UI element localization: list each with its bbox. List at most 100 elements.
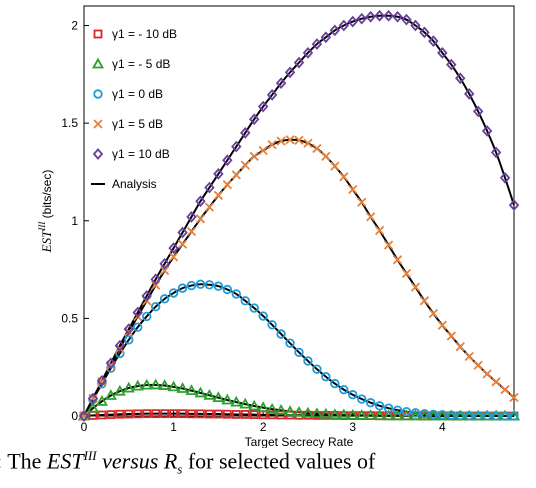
data-point <box>97 410 107 420</box>
legend-label-0: γ1 = - 10 dB <box>112 27 177 41</box>
data-point <box>195 195 206 208</box>
x-tick-label: 1 <box>170 420 177 434</box>
x-tick-label: 3 <box>349 420 356 434</box>
data-point <box>221 393 234 405</box>
data-point <box>205 409 214 419</box>
data-point <box>455 72 466 85</box>
data-point <box>321 372 331 382</box>
data-point <box>249 113 260 126</box>
data-point <box>177 239 188 249</box>
data-point <box>222 409 232 419</box>
data-point <box>276 136 286 146</box>
data-point <box>133 409 143 419</box>
data-point <box>186 211 197 223</box>
caption-symbol: EST <box>46 448 84 474</box>
data-point <box>346 408 359 420</box>
data-point <box>473 411 483 421</box>
data-point <box>419 408 430 419</box>
y-tick-label: 1 <box>71 214 78 228</box>
data-point <box>124 409 134 419</box>
data-point <box>303 356 313 366</box>
data-point <box>428 409 439 420</box>
data-point <box>310 407 323 419</box>
data-point <box>212 391 225 403</box>
data-point <box>418 409 431 421</box>
data-point <box>509 411 519 421</box>
data-point <box>231 289 241 299</box>
data-point <box>499 171 511 184</box>
data-point <box>437 320 447 330</box>
data-point <box>196 409 205 419</box>
data-point <box>500 385 510 395</box>
data-point <box>509 392 519 403</box>
data-point <box>311 38 323 50</box>
data-point <box>106 410 116 420</box>
data-point <box>500 411 510 421</box>
data-point <box>222 154 233 167</box>
data-point <box>464 410 474 421</box>
data-point <box>257 100 269 113</box>
data-point <box>301 406 314 418</box>
data-point <box>410 282 421 292</box>
data-point <box>168 242 179 254</box>
data-point <box>284 66 296 79</box>
data-point <box>382 409 395 421</box>
data-point <box>365 10 376 23</box>
data-point <box>159 265 170 276</box>
data-point <box>249 151 259 161</box>
data-point <box>392 10 403 23</box>
y-axis-label-unit-text: (bits/sec) <box>40 170 54 219</box>
data-point <box>348 390 358 400</box>
data-point <box>455 410 465 421</box>
legend-label-3: γ1 = 5 dB <box>112 117 163 131</box>
data-point <box>401 13 412 26</box>
data-point <box>194 386 207 398</box>
data-point <box>258 145 268 156</box>
data-point <box>97 379 107 389</box>
data-point <box>204 202 215 212</box>
data-point <box>321 151 331 161</box>
legend-marker-3 <box>93 119 103 129</box>
data-point <box>464 88 475 100</box>
data-point <box>365 398 376 408</box>
data-point <box>401 407 412 417</box>
data-point <box>132 306 143 319</box>
data-point <box>114 339 126 352</box>
data-point <box>95 395 108 406</box>
y-tick-label: 1.5 <box>61 116 78 130</box>
data-point <box>168 288 179 298</box>
data-point <box>96 375 108 387</box>
data-point <box>428 35 439 47</box>
data-point <box>410 19 421 32</box>
data-point <box>294 135 304 145</box>
data-point <box>222 180 232 190</box>
data-point <box>392 405 403 415</box>
data-point <box>213 168 224 180</box>
data-point <box>104 389 117 400</box>
data-point <box>131 379 144 391</box>
data-point <box>366 212 376 222</box>
data-point <box>213 281 224 291</box>
data-point <box>285 338 295 348</box>
data-point <box>151 409 161 419</box>
data-point <box>383 403 394 413</box>
data-point <box>303 138 313 148</box>
data-point <box>276 329 286 339</box>
data-point <box>150 301 161 312</box>
legend-marker-2 <box>93 89 103 99</box>
data-point <box>357 394 367 404</box>
data-point <box>168 252 179 262</box>
data-point <box>285 135 295 145</box>
legend-label-analysis: Analysis <box>112 177 157 191</box>
data-point <box>150 273 161 286</box>
data-point <box>105 357 117 370</box>
data-point <box>142 311 152 322</box>
data-point <box>338 19 349 32</box>
data-point <box>176 382 189 393</box>
legend-marker-0 <box>93 29 103 39</box>
data-point <box>266 88 278 101</box>
data-point <box>267 410 277 420</box>
data-point <box>239 397 252 409</box>
y-axis-label-symbol: EST <box>39 230 54 253</box>
data-point <box>490 146 502 159</box>
